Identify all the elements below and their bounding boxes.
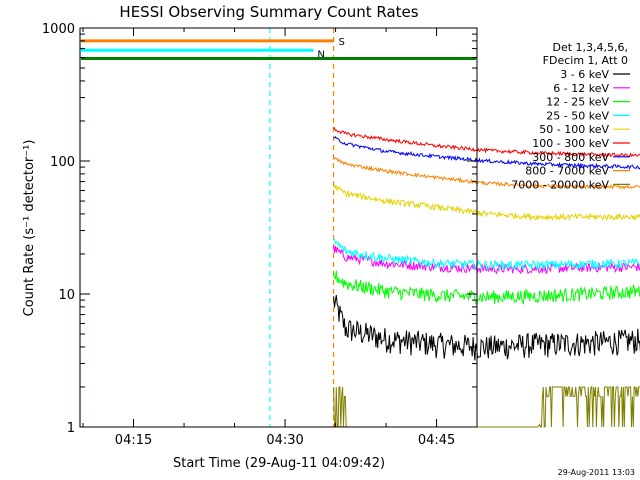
legend-label-6: 300 - 800 keV <box>532 151 609 164</box>
x-tick-label-0: 04:15 <box>115 433 152 448</box>
series-line-6 <box>333 135 640 171</box>
legend-label-2: 12 - 25 keV <box>546 96 609 109</box>
y-axis-label: Count Rate (s⁻¹ detector⁻¹) <box>22 140 37 317</box>
chart-title: HESSI Observing Summary Count Rates <box>119 3 418 21</box>
label-n: N <box>317 49 324 60</box>
legend-label-8: 7000 - 20000 keV <box>511 178 609 191</box>
legend-label-5: 100 - 300 keV <box>532 137 609 150</box>
x-tick-label-1: 04:30 <box>266 433 303 448</box>
y-tick-label-3: 1000 <box>42 22 75 37</box>
x-tick-label-2: 04:45 <box>418 433 455 448</box>
y-tick-label-2: 100 <box>50 155 75 170</box>
x-axis-label: Start Time (29-Aug-11 04:09:42) <box>173 456 385 471</box>
series-line-7 <box>333 157 640 191</box>
series-line-3 <box>333 237 640 271</box>
legend-header-0: Det 1,3,4,5,6, <box>552 41 628 54</box>
series-line-2 <box>333 270 640 306</box>
y-tick-label-0: 1 <box>67 421 75 436</box>
legend: Det 1,3,4,5,6,FDecim 1, Att 03 - 6 keV6 … <box>511 41 630 191</box>
y-axis-ticks: 1 10 100 1000 <box>42 22 477 436</box>
label-s: S <box>339 37 345 48</box>
series-line-4 <box>333 184 640 222</box>
series-line-0 <box>333 294 640 361</box>
x-axis-ticks: 04:15 04:30 04:45 <box>82 28 455 448</box>
plot-frame <box>79 27 478 428</box>
legend-label-0: 3 - 6 keV <box>560 68 609 81</box>
legend-label-4: 50 - 100 keV <box>539 123 609 136</box>
legend-label-3: 25 - 50 keV <box>546 109 609 122</box>
footer-timestamp: 29-Aug-2011 13:03 <box>558 468 635 477</box>
legend-label-7: 800 - 7000 keV <box>525 165 609 178</box>
legend-header-1: FDecim 1, Att 0 <box>543 54 628 67</box>
annotation-bars: SNRD0RD6 <box>81 37 476 60</box>
legend-label-1: 6 - 12 keV <box>553 82 609 95</box>
y-tick-label-1: 10 <box>58 288 75 303</box>
